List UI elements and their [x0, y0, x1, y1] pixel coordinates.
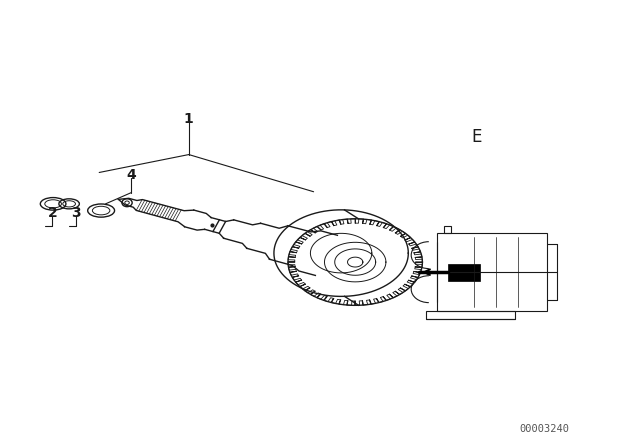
Bar: [426, 311, 515, 319]
Text: 1: 1: [184, 112, 194, 126]
Bar: [444, 226, 451, 233]
Text: 4: 4: [126, 168, 136, 182]
Text: 2: 2: [47, 206, 58, 220]
Bar: [448, 263, 480, 280]
Text: 3: 3: [70, 206, 81, 220]
Text: E: E: [472, 128, 482, 146]
Bar: [437, 233, 547, 311]
Text: 00003240: 00003240: [519, 424, 569, 434]
